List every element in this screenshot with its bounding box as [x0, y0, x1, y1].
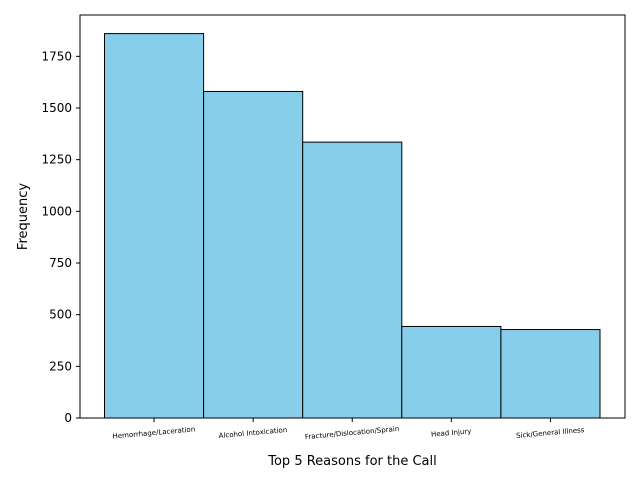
x-axis-label: Top 5 Reasons for the Call [267, 454, 437, 469]
y-tick-label: 1750 [41, 49, 72, 63]
y-axis: 0 250 500 750 1000 1250 1500 1750 [41, 49, 80, 425]
bar-2 [203, 90, 304, 419]
y-tick-label: 0 [64, 411, 72, 425]
bars-layer [104, 33, 601, 419]
plot-frame [79, 14, 626, 419]
bar-4 [401, 325, 502, 419]
x-tick-label: Alcohol Intoxication [218, 426, 287, 440]
bar-1 [104, 33, 205, 419]
y-axis-label: Frequency [16, 183, 31, 250]
bar-3 [302, 141, 403, 419]
y-tick-label: 1500 [41, 101, 72, 115]
x-tick-label: Head Injury [431, 427, 472, 438]
y-tick-label: 250 [49, 359, 72, 373]
y-tick-label: 750 [49, 256, 72, 270]
x-tick-label: Fracture/Dislocation/Sprain [305, 425, 400, 441]
y-tick-label: 1000 [41, 204, 72, 218]
y-tick-label: 1250 [41, 153, 72, 167]
x-tick-label: Hemorrhage/Laceration [112, 425, 195, 440]
y-tick-label: 500 [49, 308, 72, 322]
x-tick-label: Sick/General Illness [516, 426, 585, 440]
bar-5 [500, 329, 601, 419]
x-axis: Hemorrhage/Laceration Alcohol Intoxicatio… [112, 418, 585, 441]
